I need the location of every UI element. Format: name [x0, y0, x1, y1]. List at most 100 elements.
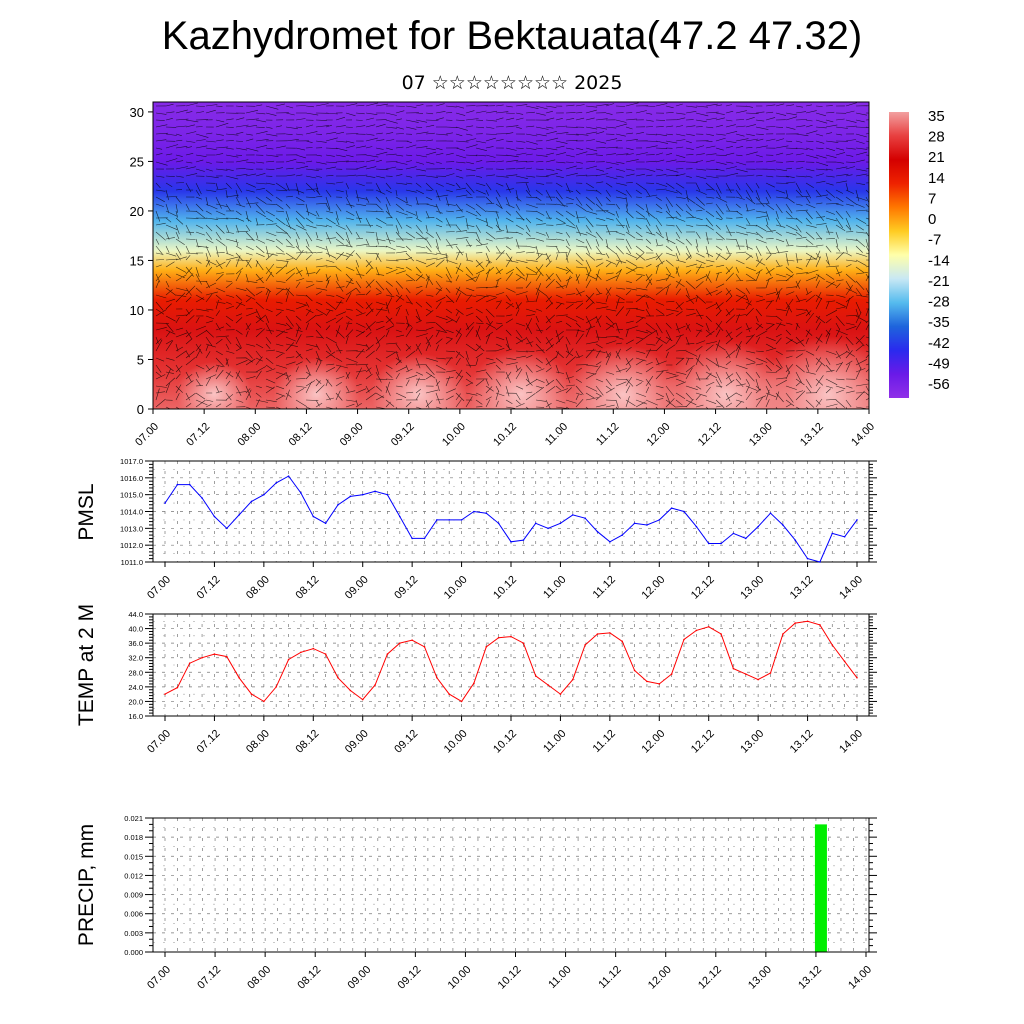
x-tick-label: 07.00 — [133, 421, 161, 449]
data-point — [275, 686, 278, 688]
x-tick-label: 10.12 — [491, 421, 519, 449]
data-point — [559, 522, 562, 525]
data-point — [436, 676, 438, 679]
data-point — [361, 698, 364, 701]
x-tick-label: 07.00 — [145, 964, 173, 992]
x-tick-label: 09.12 — [389, 421, 417, 449]
colorbar-label: 7 — [928, 190, 936, 207]
data-point — [164, 502, 166, 504]
data-point — [411, 639, 413, 642]
x-tick-label: 10.00 — [446, 964, 474, 992]
y-tick-label: 0.018 — [124, 833, 143, 842]
x-tick-label: 11.12 — [596, 964, 623, 991]
y-tick-label: 36.0 — [128, 639, 143, 648]
data-point — [188, 662, 191, 664]
x-tick-label: 13.00 — [747, 421, 775, 449]
data-point — [448, 519, 451, 521]
data-point — [287, 658, 290, 661]
data-point — [324, 522, 327, 525]
data-point — [386, 653, 389, 655]
y-tick-label: 10 — [130, 303, 144, 318]
y-tick-label: 0.021 — [124, 814, 143, 823]
series-line — [164, 620, 858, 703]
colorbar-label: -21 — [928, 273, 950, 290]
data-point — [794, 622, 797, 624]
data-point — [213, 515, 216, 518]
y-tick-label: 16.0 — [128, 712, 143, 721]
x-tick-label: 10.12 — [491, 574, 519, 602]
x-tick-label: 11.00 — [541, 728, 568, 755]
data-point — [683, 510, 685, 513]
x-tick-label: 07.12 — [195, 964, 223, 992]
data-point — [609, 632, 611, 634]
data-point — [769, 672, 772, 674]
y-tick-label: 1015.0 — [120, 491, 143, 500]
x-tick-label: 14.00 — [837, 574, 865, 602]
y-tick-label: 24.0 — [128, 683, 143, 692]
heating-blob — [370, 353, 467, 409]
y-tick-label: 44.0 — [128, 610, 143, 619]
data-point — [571, 678, 574, 681]
data-point — [720, 633, 722, 635]
data-point — [225, 527, 228, 530]
data-point — [732, 667, 735, 670]
data-point — [250, 693, 253, 695]
panel-frame — [152, 817, 870, 953]
x-tick-label: 07.12 — [184, 421, 212, 449]
x-tick-label: 08.00 — [235, 421, 263, 449]
data-point — [473, 510, 475, 513]
data-point — [423, 537, 426, 540]
x-tick-label: 09.12 — [396, 964, 424, 992]
data-point — [473, 682, 475, 685]
data-point — [658, 519, 661, 521]
data-point — [436, 519, 438, 521]
y-tick-label: 1012.0 — [120, 541, 143, 550]
x-tick-label: 09.00 — [343, 574, 371, 602]
data-point — [547, 684, 549, 686]
x-tick-label: 07.12 — [195, 574, 223, 602]
data-point — [547, 527, 549, 530]
x-tick-label: 08.00 — [244, 728, 272, 756]
x-tick-label: 08.00 — [245, 964, 273, 992]
data-point — [646, 680, 648, 683]
y-tick-label: 1014.0 — [120, 508, 143, 517]
data-point — [757, 678, 759, 681]
x-tick-label: 12.00 — [639, 574, 667, 602]
data-point — [250, 500, 253, 503]
y-tick-label: 0 — [137, 402, 144, 417]
data-point — [670, 673, 673, 675]
x-tick-label: 12.00 — [645, 421, 673, 449]
x-tick-label: 11.00 — [541, 574, 568, 601]
colorbar-label: -49 — [928, 355, 950, 372]
x-tick-label: 10.00 — [442, 728, 470, 756]
data-point — [312, 647, 315, 650]
y-tick-label: 32.0 — [128, 654, 143, 663]
data-point — [819, 624, 821, 626]
x-tick-label: 09.12 — [392, 574, 420, 602]
data-point — [744, 673, 747, 675]
y-tick-label: 1013.0 — [120, 524, 143, 533]
x-tick-label: 09.12 — [392, 728, 420, 756]
data-point — [658, 683, 661, 685]
pmsl-panel: 1011.0 1012.0 1013.0 1014.0 1015.0 1016.0 1017… — [75, 457, 877, 602]
x-tick-label: 14.00 — [846, 964, 874, 992]
data-point — [238, 514, 240, 516]
y-tick-label: 0.003 — [124, 929, 143, 938]
colorbar-label: 14 — [928, 170, 945, 187]
data-point — [707, 542, 710, 545]
chart-subtitle: 07 ☆☆☆☆☆☆☆☆ 2025 — [401, 72, 623, 94]
data-point — [806, 620, 809, 623]
data-point — [646, 524, 648, 526]
y-tick-label: 0.012 — [124, 871, 143, 880]
colorbar-label: -42 — [928, 335, 950, 352]
data-point — [510, 541, 512, 543]
y-axis-label: TEMP at 2 M — [75, 604, 98, 726]
data-point — [201, 656, 203, 659]
data-point — [460, 700, 463, 703]
data-point — [856, 519, 858, 521]
data-point — [522, 539, 525, 541]
data-point — [695, 629, 698, 632]
data-point — [584, 644, 586, 646]
data-point — [485, 645, 488, 648]
x-tick-label: 11.12 — [591, 728, 618, 755]
